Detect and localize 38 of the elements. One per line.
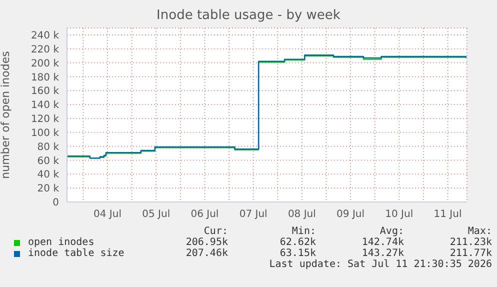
y-tick-label: 40 k: [37, 170, 60, 181]
y-tick-label: 180 k: [30, 72, 60, 84]
x-tick-label: 09 Jul: [336, 209, 365, 220]
text: Last update: Sat Jul 11 21:30:35 2026: [268, 259, 492, 270]
text: 63.15k: [278, 248, 316, 259]
y-tick-label: 20 k: [37, 184, 60, 195]
x-tick-label: 11 Jul: [434, 209, 462, 220]
text: 62.62k: [278, 237, 316, 248]
y-axis-title: number of open inodes: [0, 50, 12, 179]
legend-label: inode table size: [28, 248, 124, 259]
text: Max:: [466, 226, 492, 237]
y-tick-label: 120 k: [30, 114, 60, 126]
y-tick-label: 100 k: [30, 128, 60, 139]
y-tick-label: 200 k: [30, 58, 60, 70]
x-tick-label: 08 Jul: [288, 209, 316, 220]
text: 207.46k: [184, 248, 228, 259]
y-tick-label: 160 k: [30, 86, 60, 98]
y-tick-label: 80 k: [37, 142, 60, 153]
text: Min:: [290, 226, 316, 237]
x-tick-label: 04 Jul: [94, 209, 122, 220]
x-tick-label: 05 Jul: [142, 209, 170, 220]
text: Avg:: [378, 226, 404, 237]
y-tick-label: 140 k: [30, 100, 60, 112]
chart-title: Inode table usage - by week: [156, 8, 342, 23]
y-tick-label: 0: [52, 198, 59, 209]
y-tick-label: 240 k: [30, 30, 60, 42]
text: 211.77k: [448, 248, 492, 259]
text: 211.23k: [448, 237, 492, 248]
x-tick-label: 06 Jul: [190, 209, 219, 220]
y-tick-label: 220 k: [30, 44, 60, 56]
text: 142.74k: [360, 237, 404, 248]
legend-label: open inodes: [28, 237, 94, 248]
y-tick-label: 60 k: [37, 156, 60, 167]
text: 143.27k: [360, 248, 404, 259]
text: Cur:: [202, 226, 228, 237]
text: 206.95k: [184, 237, 228, 248]
x-tick-label: 07 Jul: [239, 209, 268, 220]
x-tick-label: 10 Jul: [385, 209, 414, 220]
